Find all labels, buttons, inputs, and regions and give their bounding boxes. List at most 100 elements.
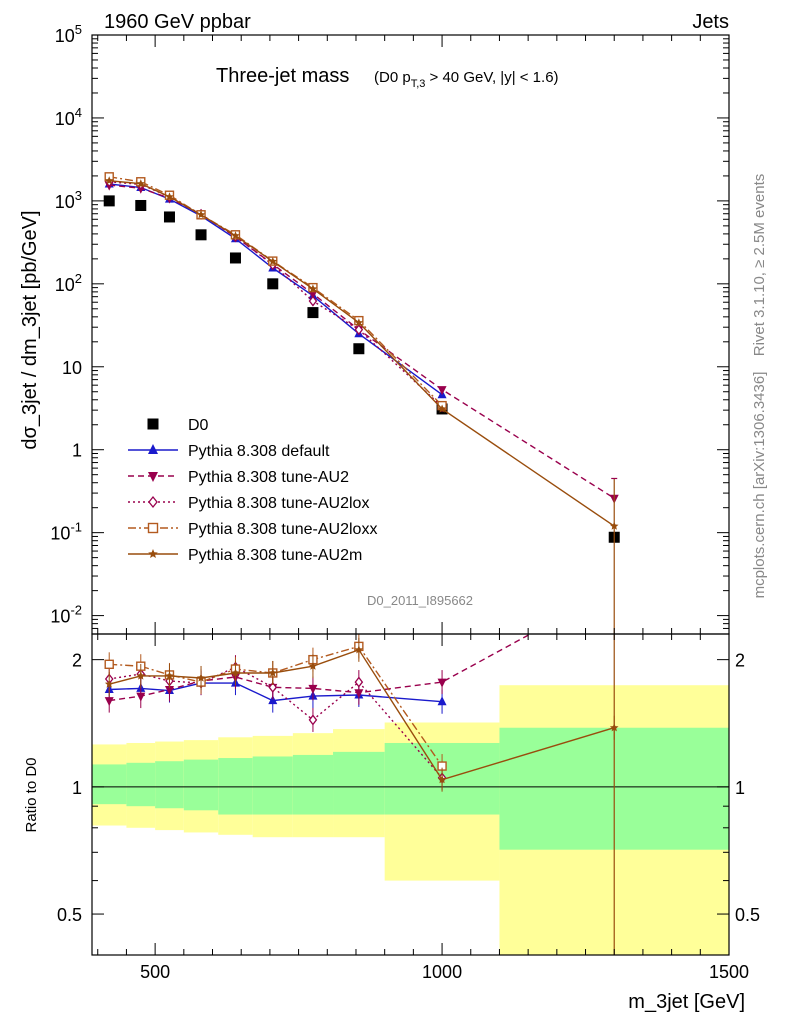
ratio-y-tick-label: 2 [72,651,82,671]
plot-title: Three-jet mass [216,65,349,87]
band-inner [218,758,253,815]
point-au2 [437,386,447,396]
legend-marker-au2m [148,549,158,558]
ratio-point-au2m [354,645,364,654]
point-data [135,199,147,211]
ratio-point-au2lox [308,714,318,726]
ratio-y-tick-label-right: 0.5 [735,905,760,925]
point-au2m [308,284,318,293]
main-panel-frame [91,34,730,635]
ratio-point-au2lox [354,676,364,688]
legend-label-au2: Pythia 8.308 tune-AU2 [188,469,349,486]
ratio-point-au2m [165,671,174,680]
point-au2m [165,192,174,201]
series-line-au2 [109,184,615,499]
mcplots-reference: mcplots.cern.ch [arXiv:1306.3436] [751,372,768,599]
point-data [195,229,207,241]
point-au2m [268,257,278,266]
x-tick-label: 1500 [709,962,749,982]
ratio-point-au2m [196,673,206,682]
band-inner [155,761,184,809]
point-au2m [104,176,114,185]
legend-label-au2m: Pythia 8.308 tune-AU2m [188,547,362,564]
band-inner [126,762,156,807]
ratio-panel-frame [91,633,730,956]
ratio-point-au2m [104,679,114,688]
ratio-point-au2 [104,697,114,707]
point-au2 [308,290,318,300]
y-tick-label: 1 [72,441,82,461]
main-y-axis-label: dσ_3jet / dm_3jet [pb/GeV] [19,210,41,449]
legend-marker-data [147,418,159,430]
legend-label-data: D0 [188,417,209,434]
ratio-point-au2m [437,775,447,784]
ratio-point-au2m [231,668,240,677]
axis-ticks: 500 1000 1500 10-2 10-1 1 10 102 103 104 105 0.5 0.5… [50,22,760,982]
ratio-point-au2loxx [104,659,114,669]
band-inner [292,754,334,815]
legend-label-au2loxx: Pythia 8.308 tune-AU2loxx [188,521,377,538]
ratio-point-default [437,696,447,706]
ratio-point-au2lox [268,681,278,693]
point-au2lox [354,324,364,336]
ratio-y-tick-label-right: 1 [735,778,745,798]
legend-marker-au2 [148,472,158,482]
point-data [163,211,175,223]
y-tick-label: 103 [55,188,82,212]
point-au2m [136,179,146,188]
legend-label-default: Pythia 8.308 default [188,443,330,460]
band-inner [183,759,219,811]
plot-subtitle: (D0 pT,3 > 40 GeV, |y| < 1.6) [374,69,559,90]
y-tick-label: 105 [55,22,82,46]
point-data [229,252,241,264]
band-inner [333,751,385,815]
category-label: Jets [692,11,729,33]
legend-marker-au2lox [148,495,158,509]
y-tick-label: 102 [55,271,82,295]
legend-marker-default [148,444,158,454]
rivet-version-note: Rivet 3.1.10, ≥ 2.5M events [751,174,768,357]
ratio-point-au2 [136,692,146,702]
ratio-y-tick-label: 1 [72,778,82,798]
ratio-panel-series [104,634,619,955]
point-data [307,307,319,319]
point-au2m [231,231,240,240]
legend-label-au2lox: Pythia 8.308 tune-AU2lox [188,495,369,512]
series-line-au2loxx [109,176,443,407]
point-data [103,195,115,207]
ratio-point-default [268,695,278,705]
uncertainty-bands [92,685,729,955]
point-data [353,343,365,355]
ratio-y-axis-label: Ratio to D0 [23,757,40,832]
y-tick-label: 10 [62,358,82,378]
y-tick-label: 104 [55,105,82,129]
series-line-au2lox [109,181,443,408]
point-data [267,278,279,290]
point-au2m [196,210,206,219]
ratio-line-au2m [109,648,615,781]
band-inner [252,756,293,815]
ratio-point-au2m [268,668,278,677]
point-au2m [437,404,447,413]
y-tick-label: 10-2 [50,603,82,627]
ratio-y-tick-label: 0.5 [57,905,82,925]
ratio-point-au2m [308,661,318,670]
ratio-point-au2 [308,684,318,694]
ratio-point-au2 [437,678,447,688]
band-inner [92,764,127,805]
x-tick-label: 1000 [422,962,462,982]
ratio-y-tick-label-right: 2 [735,651,745,671]
series-line-default [109,183,443,396]
y-tick-label: 10-1 [50,520,82,544]
ratio-line-au2 [109,634,532,702]
point-au2m [354,318,364,327]
ratio-point-au2m [136,671,146,680]
x-axis-label: m_3jet [GeV] [628,991,745,1013]
legend: D0 Pythia 8.308 default Pythia 8.308 tune-… [128,417,377,564]
series-line-au2m [109,180,615,527]
legend-marker-au2loxx [147,522,159,534]
analysis-id: D0_2011_I895662 [367,593,473,608]
main-panel-series [103,172,620,634]
point-au2lox [308,295,318,307]
